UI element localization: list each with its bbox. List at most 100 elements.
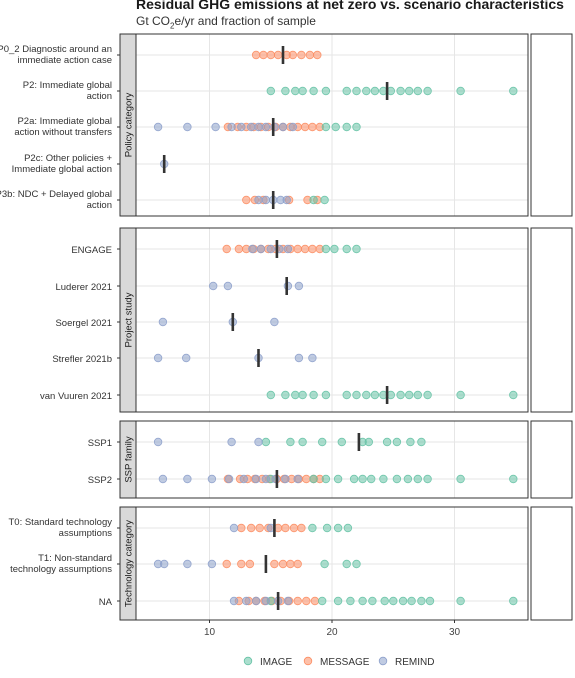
data-point-image [321, 86, 331, 96]
data-point-image [342, 122, 351, 132]
data-point-message [302, 474, 311, 484]
row-label: P2: Immediate global action [23, 80, 112, 102]
subtitle-main: Gt CO [136, 14, 171, 28]
row-label-line: assumptions [59, 528, 113, 539]
data-point-image [261, 437, 271, 447]
facet-strip [119, 420, 137, 499]
data-point-message [242, 195, 251, 205]
data-point-image [298, 437, 307, 447]
data-point-remind [158, 474, 168, 484]
data-point-image [392, 437, 402, 447]
row-label: SSP1 [88, 438, 112, 449]
data-point-image [321, 244, 331, 254]
row-label: P0_2 Diagnostic around an immediate actio… [0, 44, 112, 66]
row-label-line: technology assumptions [10, 564, 112, 575]
data-point-image [413, 474, 422, 484]
data-point-remind [158, 317, 168, 327]
data-point-image [456, 596, 465, 606]
data-point-image [382, 437, 392, 447]
data-point-image [281, 86, 290, 96]
data-point-image [281, 390, 290, 400]
data-point-image [343, 523, 353, 533]
facet-strip-label: Project study [124, 292, 135, 347]
row-label: P3b: NDC + Delayed global action [0, 189, 112, 211]
data-point-message [293, 596, 302, 606]
facet-strip [119, 33, 137, 217]
data-point-message [237, 523, 246, 533]
data-point-remind [207, 559, 217, 569]
data-point-image [425, 596, 435, 606]
data-point-remind [251, 474, 261, 484]
row-label: Strefler 2021b [52, 354, 112, 365]
row-label: T0: Standard technology assumptions [8, 517, 112, 539]
data-point-image [266, 390, 275, 400]
data-point-remind [308, 353, 317, 363]
data-point-image [333, 523, 343, 533]
data-point-image [352, 86, 361, 96]
data-point-remind [261, 122, 271, 132]
data-point-remind [251, 596, 261, 606]
data-point-remind [294, 353, 304, 363]
data-point-image [405, 86, 414, 96]
data-point-image [291, 86, 300, 96]
data-point-image [413, 390, 422, 400]
data-point-message [245, 559, 255, 569]
row-label-line: action [87, 200, 112, 211]
data-point-image [308, 523, 317, 533]
facet-strip-label: Policy category [124, 93, 135, 158]
data-point-image [368, 596, 377, 606]
data-point-remind [229, 523, 239, 533]
data-point-remind [293, 474, 302, 484]
data-point-image [396, 390, 405, 400]
row-label-line: immediate action case [17, 55, 112, 66]
data-point-remind [153, 437, 163, 447]
data-point-image [423, 474, 432, 484]
data-point-remind [283, 244, 293, 254]
data-point-message [222, 559, 231, 569]
legend-marker-image [243, 656, 253, 666]
data-point-remind [278, 122, 288, 132]
data-point-remind [261, 596, 271, 606]
data-point-remind [254, 437, 263, 447]
data-point-image [398, 596, 408, 606]
data-point-image [342, 244, 351, 254]
chart-subtitle: Gt CO2e/yr and fraction of sample [136, 14, 316, 30]
data-point-message [289, 523, 299, 533]
row-label-line: SSP1 [88, 438, 112, 449]
data-point-image [342, 390, 351, 400]
data-point-message [270, 559, 279, 569]
chart-title: Residual GHG emissions at net zero vs. s… [136, 0, 564, 12]
data-point-remind [239, 474, 248, 484]
fraction-panel [530, 33, 573, 217]
legend: IMAGE MESSAGE REMIND [243, 656, 434, 668]
data-point-image [380, 596, 389, 606]
data-point-message [222, 244, 231, 254]
x-tick-label: 10 [204, 627, 216, 638]
data-point-image [346, 596, 355, 606]
data-point-remind [254, 122, 263, 132]
row-label-line: action without transfers [14, 127, 112, 138]
row-label: NA [99, 597, 113, 608]
row-label-line: Strefler 2021b [52, 354, 112, 365]
data-point-image [456, 86, 465, 96]
data-point-image [352, 559, 361, 569]
data-point-image [337, 437, 346, 447]
data-point-message [288, 50, 297, 60]
row-label: van Vuuren 2021 [40, 391, 112, 402]
data-point-image [358, 596, 367, 606]
data-point-remind [283, 596, 293, 606]
data-point-image [291, 390, 300, 400]
data-point-image [298, 86, 307, 96]
data-point-message [273, 50, 283, 60]
data-point-image [318, 437, 327, 447]
data-point-message [308, 244, 317, 254]
data-point-remind [183, 559, 192, 569]
data-point-remind [248, 244, 257, 254]
data-point-image [309, 474, 318, 484]
legend-label-remind: REMIND [395, 657, 434, 668]
row-label: SSP2 [88, 475, 112, 486]
data-point-image [321, 390, 331, 400]
data-point-image [370, 390, 380, 400]
data-point-image [349, 474, 359, 484]
data-point-image [309, 390, 318, 400]
